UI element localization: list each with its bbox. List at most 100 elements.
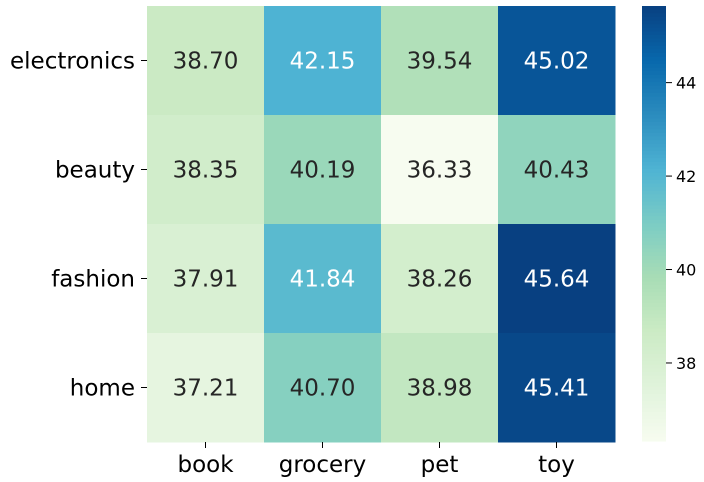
colorbar-strip xyxy=(642,64,666,69)
colorbar-strip xyxy=(642,288,666,293)
colorbar-strip xyxy=(642,132,666,138)
colorbar-strip xyxy=(642,422,666,428)
heatmap-cell xyxy=(381,115,499,225)
colorbar-strip xyxy=(642,426,666,431)
colorbar-strip xyxy=(642,89,666,94)
colorbar-strip xyxy=(642,415,666,420)
colorbar-strip xyxy=(642,82,666,87)
colorbar-strip xyxy=(642,343,666,348)
colorbar-strip xyxy=(642,172,666,177)
cell-value-label: 41.84 xyxy=(290,267,356,293)
colorbar-strip xyxy=(642,78,666,83)
x-tick-label: grocery xyxy=(279,452,367,478)
colorbar-strip xyxy=(642,143,666,148)
colorbar-strip xyxy=(642,412,666,417)
colorbar-tick-label: 38 xyxy=(676,354,696,373)
colorbar-strip xyxy=(642,93,666,98)
cell-value-label: 40.70 xyxy=(290,376,356,402)
colorbar-strip xyxy=(642,67,666,72)
colorbar-strip xyxy=(642,375,666,380)
heatmap-cell xyxy=(264,115,382,225)
colorbar-strip xyxy=(642,303,666,308)
colorbar-strip xyxy=(642,248,666,254)
cell-value-label: 37.21 xyxy=(173,376,239,402)
colorbar-strip xyxy=(642,230,666,235)
heatmap-cell xyxy=(381,224,499,334)
colorbar-strip xyxy=(642,267,666,272)
colorbar-strip xyxy=(642,346,666,351)
x-axis: book grocery pet toy xyxy=(177,442,575,478)
heatmap-cell xyxy=(264,224,382,334)
colorbar-strip xyxy=(642,147,666,152)
colorbar-strip xyxy=(642,122,666,127)
colorbar-strip xyxy=(642,100,666,105)
x-tick-label: book xyxy=(177,452,234,478)
cell-value-label: 40.19 xyxy=(290,158,356,184)
y-tick-label: beauty xyxy=(55,158,135,184)
colorbar-strip xyxy=(642,364,666,370)
colorbar-strip xyxy=(642,227,666,232)
colorbar-tick-label: 44 xyxy=(676,74,696,93)
colorbar-strip xyxy=(642,321,666,326)
colorbar-strip xyxy=(642,277,666,283)
colorbar-strip xyxy=(642,31,666,36)
heatmap-cell xyxy=(498,115,616,225)
y-tick-label: electronics xyxy=(10,49,135,75)
heatmap-cell xyxy=(498,333,616,443)
cell-value-label: 38.70 xyxy=(173,49,239,75)
colorbar-strip xyxy=(642,190,666,196)
colorbar-strip xyxy=(642,183,666,188)
colorbar-strip xyxy=(642,404,666,409)
colorbar-strip xyxy=(642,205,666,210)
colorbar-strip xyxy=(642,274,666,279)
colorbar: 38 40 42 44 xyxy=(642,6,696,442)
colorbar-strip xyxy=(642,270,666,275)
colorbar-strip xyxy=(642,354,666,359)
colorbar-strip xyxy=(642,357,666,362)
colorbar-strip xyxy=(642,187,666,192)
colorbar-strip xyxy=(642,433,666,438)
colorbar-strip xyxy=(642,234,666,239)
colorbar-strip xyxy=(642,285,666,290)
colorbar-strip xyxy=(642,314,666,319)
cell-value-label: 45.64 xyxy=(524,267,590,293)
colorbar-strip xyxy=(642,245,666,250)
colorbar-strip xyxy=(642,180,666,185)
x-tick-label: toy xyxy=(538,452,575,478)
colorbar-strip xyxy=(642,383,666,388)
colorbar-strip xyxy=(642,16,666,22)
colorbar-strip xyxy=(642,325,666,330)
y-axis: electronics beauty fashion home xyxy=(10,49,147,402)
heatmap-cell xyxy=(264,333,382,443)
heatmap-cell xyxy=(264,6,382,116)
heatmap-cell xyxy=(498,224,616,334)
colorbar-strip xyxy=(642,437,666,442)
colorbar-strip xyxy=(642,53,666,58)
colorbar-strip xyxy=(642,263,666,268)
cell-value-label: 38.35 xyxy=(173,158,239,184)
cell-value-label: 40.43 xyxy=(524,158,590,184)
colorbar-strip xyxy=(642,397,666,402)
colorbar-strip xyxy=(642,107,666,112)
colorbar-strip xyxy=(642,299,666,304)
colorbar-strip xyxy=(642,27,666,32)
heatmap-cell xyxy=(147,333,265,443)
cell-value-labels: 38.70 42.15 39.54 45.02 38.35 40.19 36.33 40.43… xyxy=(173,49,590,402)
colorbar-strip xyxy=(642,103,666,109)
colorbar-strip xyxy=(642,20,666,25)
colorbar-strip xyxy=(642,49,666,54)
colorbar-strip xyxy=(642,212,666,217)
colorbar-strip xyxy=(642,292,666,297)
colorbar-strip xyxy=(642,6,666,11)
colorbar-strip xyxy=(642,35,666,40)
colorbar-strip xyxy=(642,332,666,337)
colorbar-strip xyxy=(642,198,666,203)
colorbar-strip xyxy=(642,317,666,322)
colorbar-strip xyxy=(642,216,666,221)
colorbar-strip xyxy=(642,430,666,435)
colorbar-strip xyxy=(642,111,666,116)
cell-value-label: 45.41 xyxy=(524,376,590,402)
colorbar-strip xyxy=(642,256,666,261)
colorbar-strip xyxy=(642,125,666,130)
